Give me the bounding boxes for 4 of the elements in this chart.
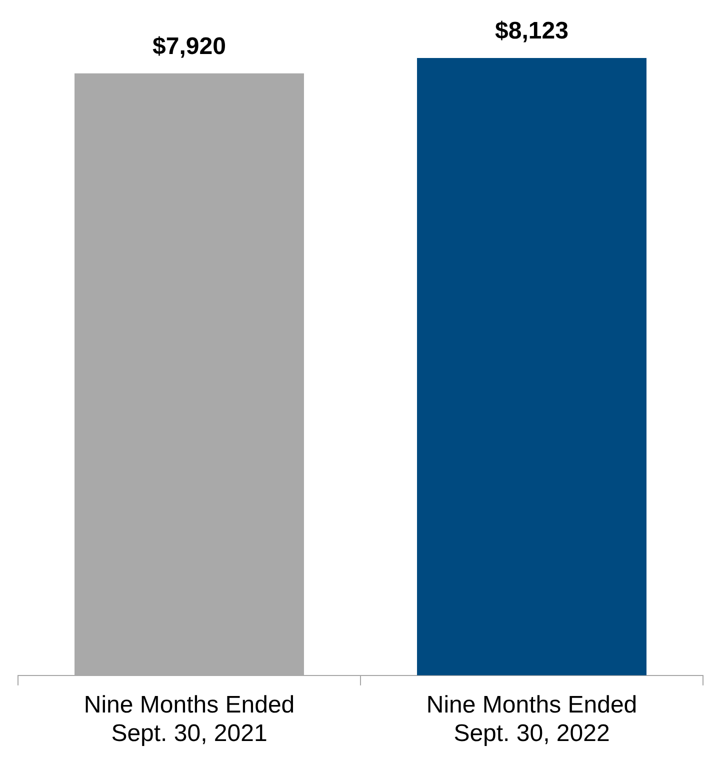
data-label: $8,123 xyxy=(495,18,568,45)
data-label: $7,920 xyxy=(152,33,226,60)
x-tick-label: Nine Months Ended Sept. 30, 2022 xyxy=(426,691,638,748)
x-tick-label: Nine Months Ended Sept. 30, 2021 xyxy=(84,691,295,748)
